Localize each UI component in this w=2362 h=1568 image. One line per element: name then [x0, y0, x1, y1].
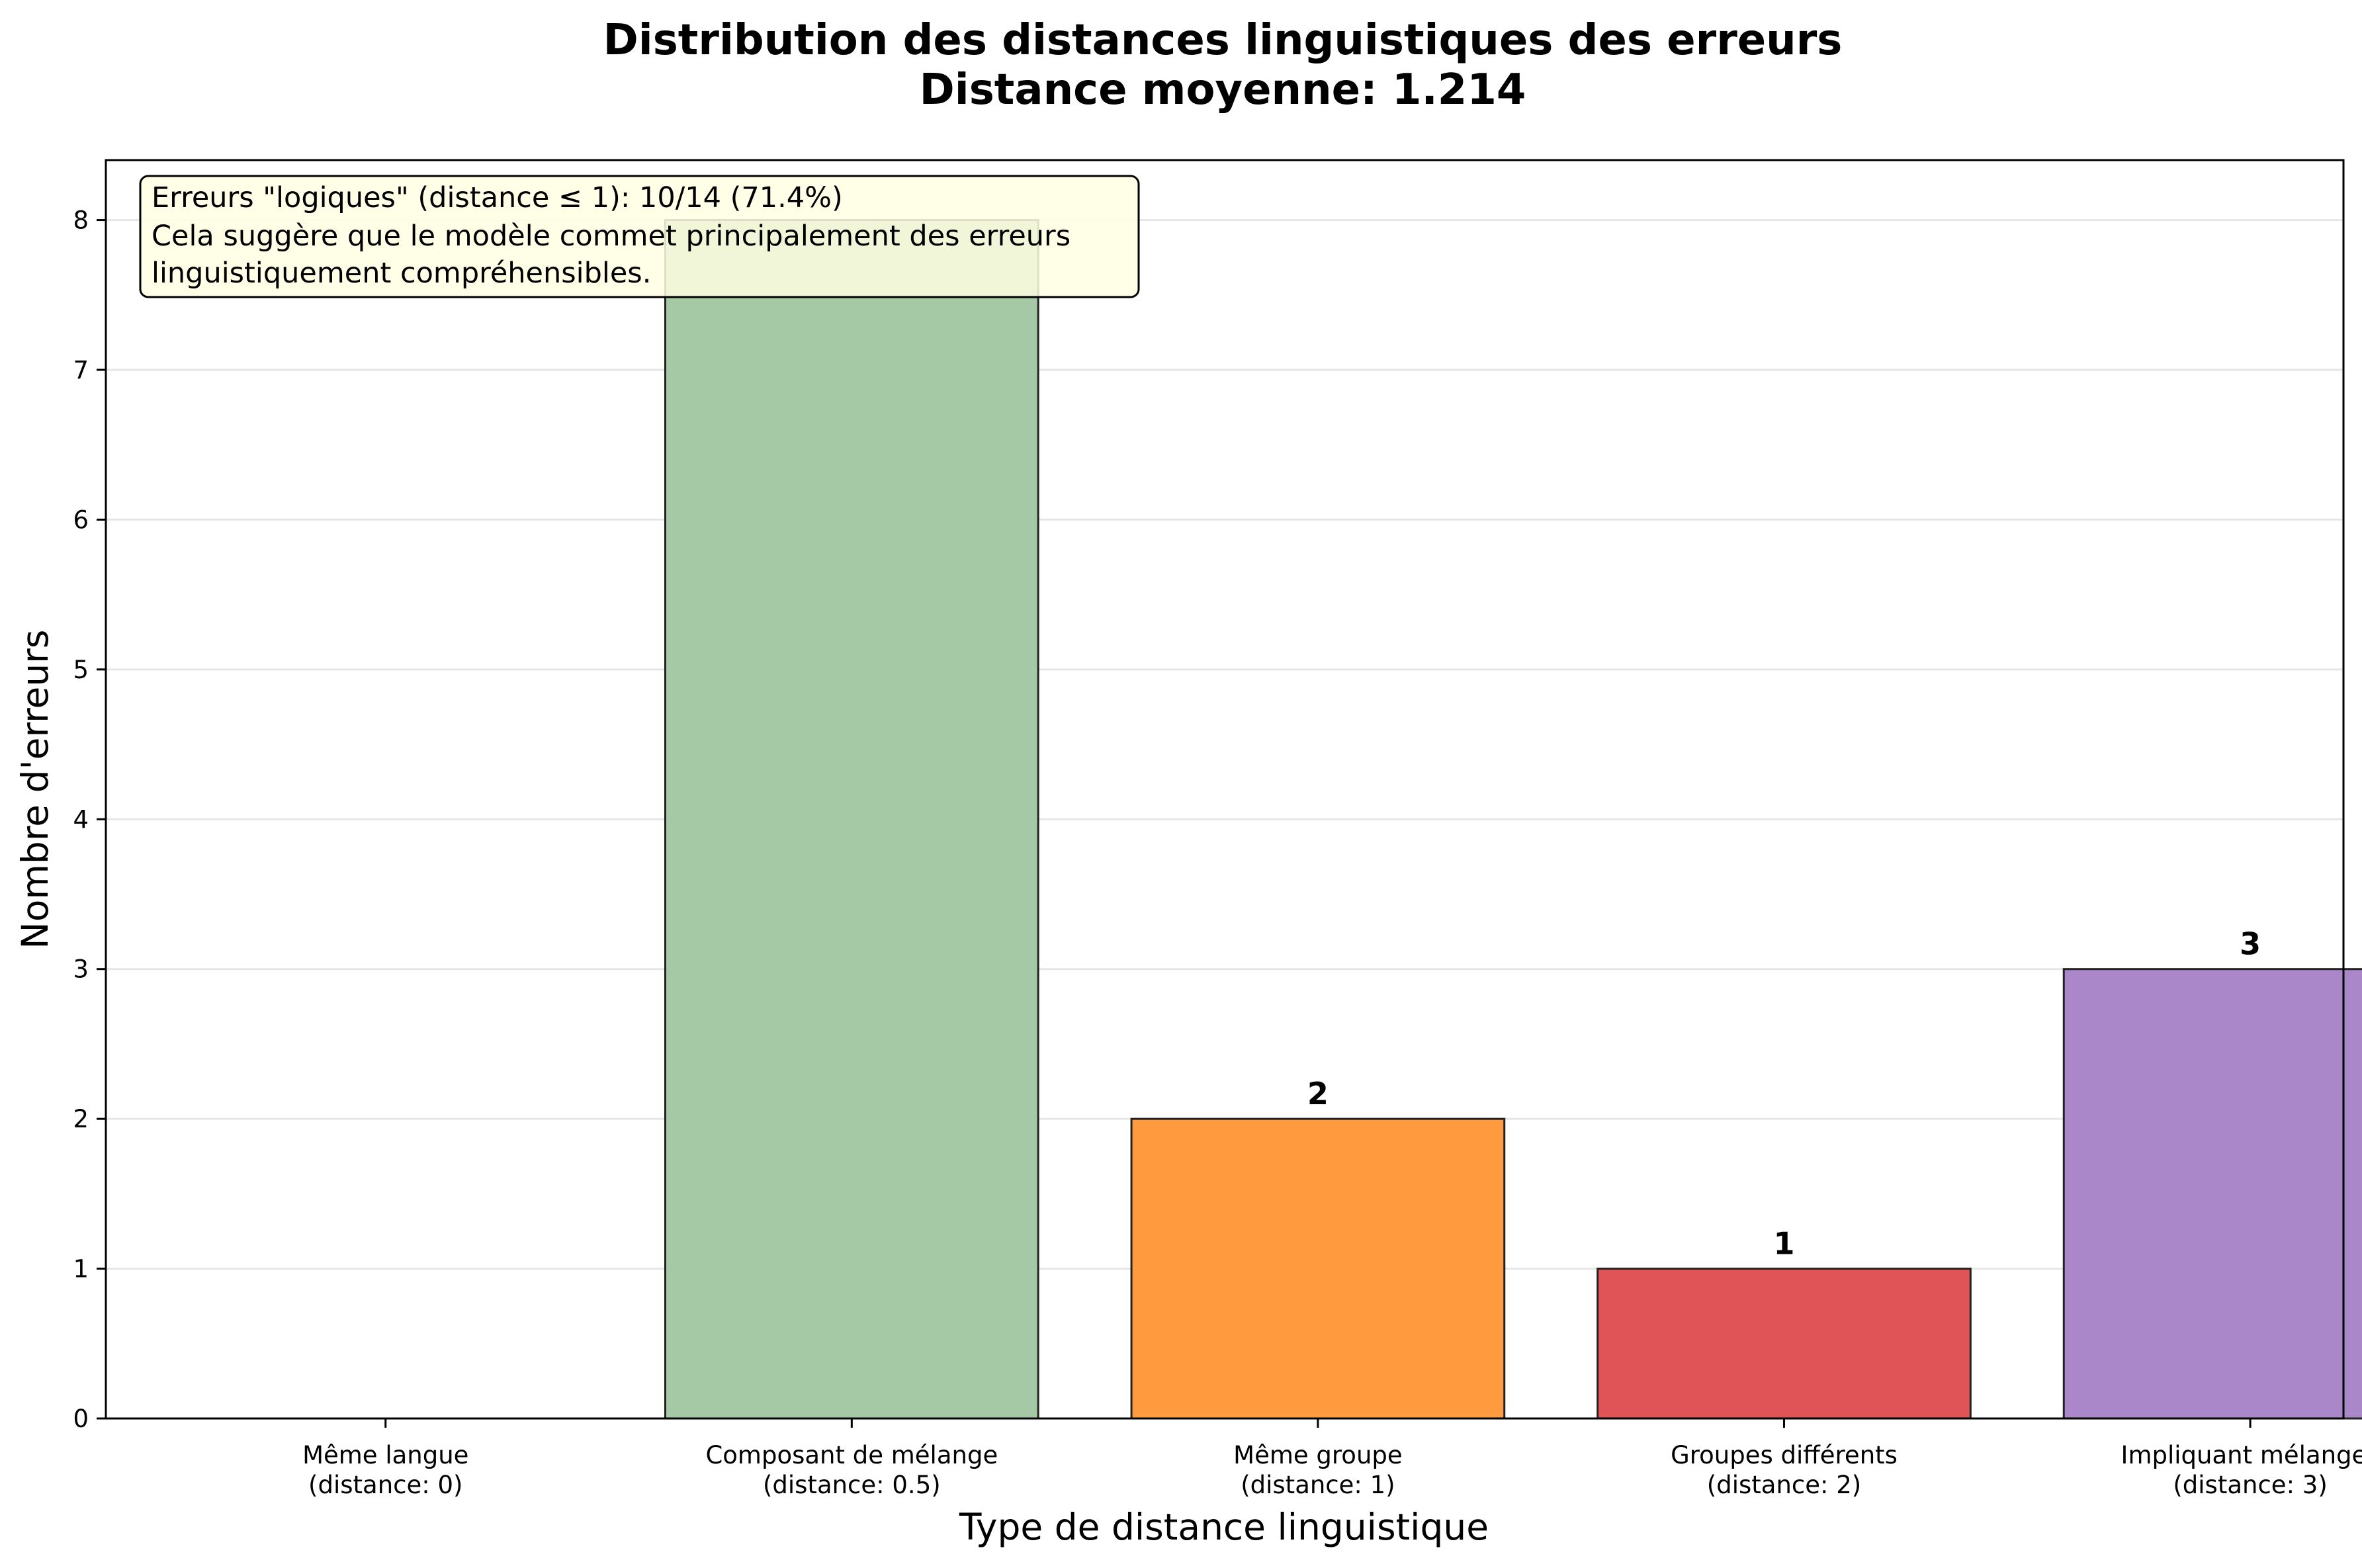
bar: [1597, 1268, 1972, 1420]
x-tick-label: Composant de mélange: [705, 1441, 998, 1469]
x-axis: Même langue(distance: 0) Composant de mél…: [302, 1418, 2362, 1499]
x-tick-label: (distance: 0.5): [763, 1471, 941, 1499]
bar: [1130, 1117, 1506, 1420]
y-tick-label: 1: [73, 1255, 89, 1284]
y-tick-label: 3: [73, 955, 89, 984]
y-tick-label: 7: [73, 356, 89, 384]
y-tick-label: 4: [73, 805, 89, 834]
x-tick-label: Même langue: [302, 1441, 468, 1469]
x-tick-label: Même groupe: [1233, 1441, 1402, 1469]
y-axis: 0 1 2 3 4 5 6 7 8: [73, 206, 106, 1433]
x-tick-label: (distance: 1): [1241, 1471, 1395, 1499]
annotation-line-2: Cela suggère que le modèle commet princi…: [152, 220, 1071, 253]
bar: [664, 219, 1039, 1420]
bar-value-label: 2: [1307, 1076, 1329, 1111]
chart-subtitle: Distance moyenne: 1.214: [920, 65, 1526, 114]
y-gridlines: [106, 219, 2343, 1270]
chart-title: Distribution des distances linguistiques…: [603, 16, 1843, 65]
value-labels: 2 1 3: [1307, 926, 2261, 1262]
x-tick-label: (distance: 2): [1707, 1471, 1861, 1499]
y-axis-title: Nombre d'erreurs: [14, 630, 56, 949]
y-tick-label: 0: [73, 1405, 89, 1433]
annotation-box: Erreurs "logiques" (distance ≤ 1): 10/14…: [139, 175, 1140, 298]
x-tick-label: Groupes différents: [1671, 1441, 1898, 1469]
annotation-background: [139, 175, 1140, 298]
bars: [198, 219, 2362, 1420]
x-tick-label: Impliquant mélanges: [2121, 1441, 2362, 1469]
x-tick-label: (distance: 0): [308, 1471, 462, 1499]
bar: [2062, 968, 2362, 1420]
y-tick-label: 5: [73, 656, 89, 684]
x-tick-label: (distance: 3): [2173, 1471, 2327, 1499]
annotation-line-3: linguistiquement compréhensibles.: [152, 257, 651, 290]
y-tick-label: 6: [73, 505, 89, 534]
annotation-line-1: Erreurs "logiques" (distance ≤ 1): 10/14…: [152, 181, 843, 214]
plot-frame: [105, 159, 2345, 1420]
bar-value-label: 3: [2240, 926, 2261, 962]
y-tick-label: 8: [73, 206, 89, 235]
x-axis-title: Type de distance linguistique: [959, 1506, 1489, 1548]
bar-value-label: 1: [1773, 1226, 1794, 1262]
y-tick-label: 2: [73, 1105, 89, 1133]
